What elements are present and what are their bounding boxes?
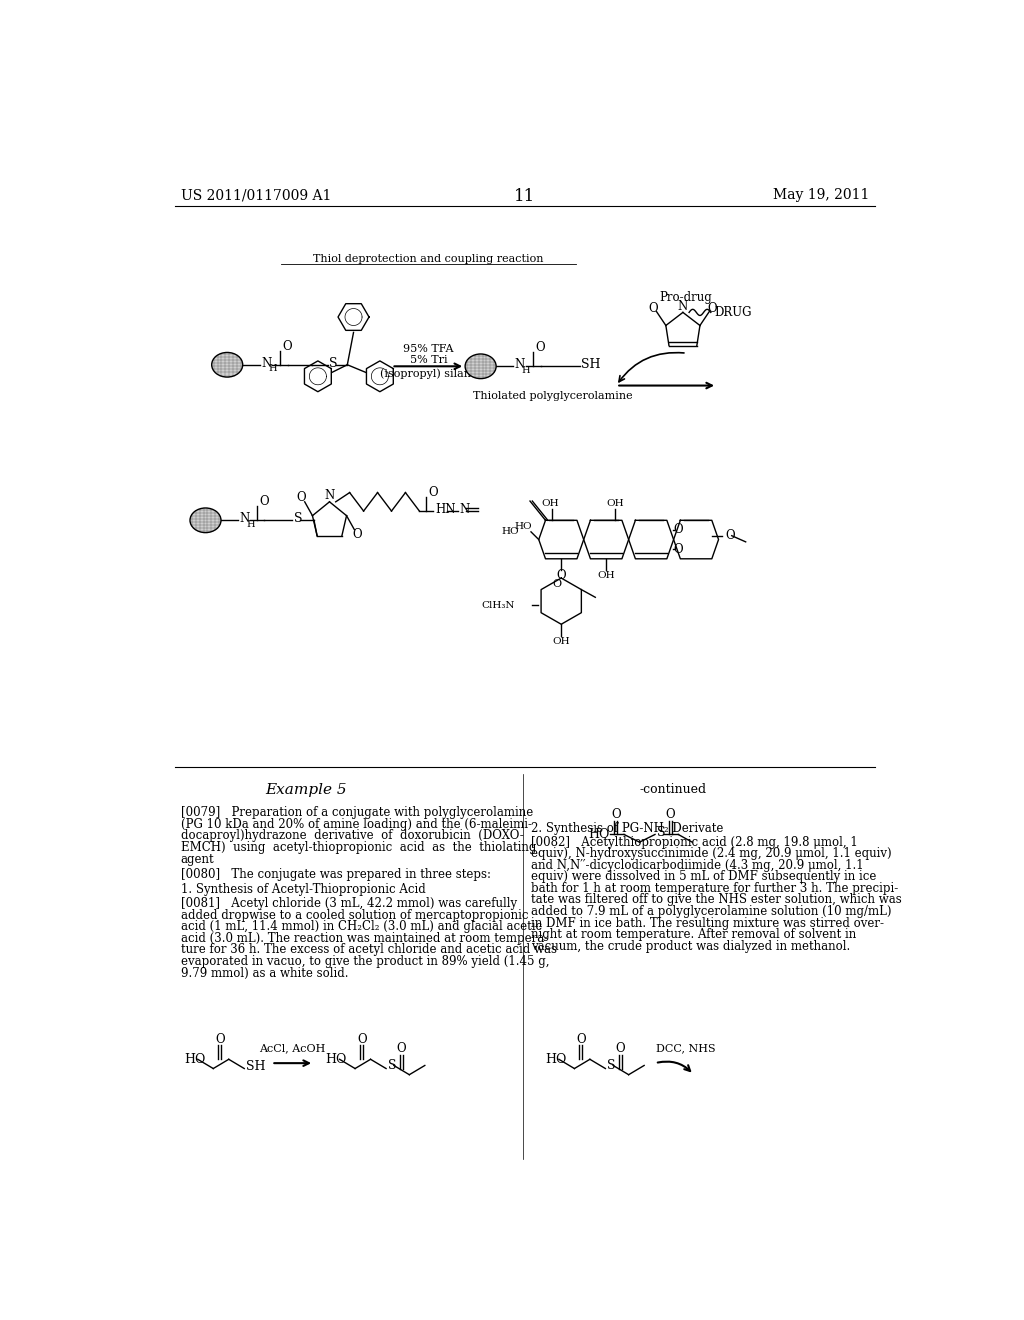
Text: HO: HO bbox=[515, 521, 532, 531]
Text: 5% Tri: 5% Tri bbox=[410, 355, 447, 366]
Text: Pro-drug: Pro-drug bbox=[659, 290, 713, 304]
Text: N: N bbox=[261, 356, 271, 370]
Text: 95% TFA: 95% TFA bbox=[403, 345, 454, 354]
Text: HO: HO bbox=[545, 1053, 566, 1065]
Text: EMCH)  using  acetyl-thiopropionic  acid  as  the  thiolating: EMCH) using acetyl-thiopropionic acid as… bbox=[180, 841, 537, 854]
Text: HO: HO bbox=[183, 1053, 205, 1065]
Text: HO: HO bbox=[326, 1053, 347, 1065]
Text: May 19, 2011: May 19, 2011 bbox=[772, 189, 869, 202]
Text: acid (1 mL, 11.4 mmol) in CH₂Cl₂ (3.0 mL) and glacial acetic: acid (1 mL, 11.4 mmol) in CH₂Cl₂ (3.0 mL… bbox=[180, 920, 542, 933]
Text: ture for 36 h. The excess of acetyl chloride and acetic acid was: ture for 36 h. The excess of acetyl chlo… bbox=[180, 944, 557, 957]
Text: N: N bbox=[515, 358, 525, 371]
Text: agent: agent bbox=[180, 853, 214, 866]
Text: [0080]   The conjugate was prepared in three steps:: [0080] The conjugate was prepared in thr… bbox=[180, 869, 490, 880]
Ellipse shape bbox=[190, 508, 221, 533]
Text: N: N bbox=[325, 490, 335, 502]
Text: in DMF in ice bath. The resulting mixture was stirred over-: in DMF in ice bath. The resulting mixtur… bbox=[531, 916, 884, 929]
Text: N: N bbox=[240, 512, 250, 525]
Text: [0079]   Preparation of a conjugate with polyglycerolamine: [0079] Preparation of a conjugate with p… bbox=[180, 807, 532, 820]
Text: O: O bbox=[536, 342, 545, 354]
Text: S: S bbox=[330, 356, 338, 370]
Text: OH: OH bbox=[552, 636, 570, 645]
Text: AcCl, AcOH: AcCl, AcOH bbox=[259, 1044, 326, 1053]
Text: O: O bbox=[648, 302, 658, 315]
Text: SH: SH bbox=[582, 358, 601, 371]
Text: OH: OH bbox=[597, 572, 615, 581]
Text: HO: HO bbox=[589, 828, 610, 841]
Text: (isopropyl) silane: (isopropyl) silane bbox=[380, 368, 477, 379]
Text: bath for 1 h at room temperature for further 3 h. The precipi-: bath for 1 h at room temperature for fur… bbox=[531, 882, 898, 895]
Text: O: O bbox=[297, 491, 306, 504]
Text: O: O bbox=[357, 1032, 367, 1045]
Ellipse shape bbox=[465, 354, 496, 379]
Text: O: O bbox=[215, 1032, 225, 1045]
Text: tate was filtered off to give the NHS ester solution, which was: tate was filtered off to give the NHS es… bbox=[531, 894, 902, 907]
Text: night at room temperature. After removal of solvent in: night at room temperature. After removal… bbox=[531, 928, 856, 941]
Text: H: H bbox=[268, 364, 276, 374]
Text: equiv), N-hydroxysuccinimide (2.4 mg, 20.9 μmol, 1.1 equiv): equiv), N-hydroxysuccinimide (2.4 mg, 20… bbox=[531, 847, 892, 861]
Text: O: O bbox=[396, 1041, 406, 1055]
Text: HO: HO bbox=[502, 528, 519, 536]
Text: DCC, NHS: DCC, NHS bbox=[656, 1044, 716, 1053]
Text: O: O bbox=[726, 529, 735, 543]
Text: O: O bbox=[429, 486, 438, 499]
Text: evaporated in vacuo, to give the product in 89% yield (1.45 g,: evaporated in vacuo, to give the product… bbox=[180, 954, 549, 968]
Text: added to 7.9 mL of a polyglycerolamine solution (10 mg/mL): added to 7.9 mL of a polyglycerolamine s… bbox=[531, 906, 892, 917]
Text: S: S bbox=[656, 826, 665, 840]
Text: 2. Synthesis of PG-NH₂ Derivate: 2. Synthesis of PG-NH₂ Derivate bbox=[531, 822, 723, 834]
Text: N: N bbox=[678, 300, 688, 313]
Text: -continued: -continued bbox=[640, 783, 707, 796]
Text: HN: HN bbox=[435, 503, 456, 516]
Text: O: O bbox=[259, 495, 268, 508]
Text: O: O bbox=[674, 543, 683, 556]
Text: vacuum, the crude product was dialyzed in methanol.: vacuum, the crude product was dialyzed i… bbox=[531, 940, 850, 953]
Text: S: S bbox=[607, 1059, 615, 1072]
Text: N: N bbox=[460, 503, 470, 516]
Text: H: H bbox=[247, 520, 255, 528]
Text: O: O bbox=[615, 1041, 625, 1055]
Text: O: O bbox=[283, 339, 292, 352]
Text: added dropwise to a cooled solution of mercaptopropionic: added dropwise to a cooled solution of m… bbox=[180, 908, 528, 921]
Text: Thiolated polyglycerolamine: Thiolated polyglycerolamine bbox=[473, 391, 633, 400]
Text: H: H bbox=[521, 366, 530, 375]
Text: US 2011/0117009 A1: US 2011/0117009 A1 bbox=[180, 189, 331, 202]
Text: S: S bbox=[388, 1059, 396, 1072]
Text: DRUG: DRUG bbox=[714, 306, 752, 319]
Text: OH: OH bbox=[542, 499, 559, 508]
Text: O: O bbox=[352, 528, 362, 541]
Text: O: O bbox=[556, 569, 566, 582]
Text: O: O bbox=[708, 302, 717, 315]
Text: O: O bbox=[553, 579, 562, 589]
Text: acid (3.0 mL). The reaction was maintained at room tempera-: acid (3.0 mL). The reaction was maintain… bbox=[180, 932, 548, 945]
Text: Thiol deprotection and coupling reaction: Thiol deprotection and coupling reaction bbox=[313, 253, 544, 264]
Text: 1. Synthesis of Acetyl-Thiopropionic Acid: 1. Synthesis of Acetyl-Thiopropionic Aci… bbox=[180, 883, 425, 896]
Text: docaproyl)hydrazone  derivative  of  doxorubicin  (DOXO-: docaproyl)hydrazone derivative of doxoru… bbox=[180, 829, 523, 842]
Text: O: O bbox=[674, 524, 683, 536]
Text: Example 5: Example 5 bbox=[265, 783, 347, 797]
Text: 9.79 mmol) as a white solid.: 9.79 mmol) as a white solid. bbox=[180, 966, 348, 979]
Text: equiv) were dissolved in 5 mL of DMF subsequently in ice: equiv) were dissolved in 5 mL of DMF sub… bbox=[531, 870, 877, 883]
Text: OH: OH bbox=[606, 499, 624, 508]
Text: O: O bbox=[611, 808, 622, 821]
Text: S: S bbox=[294, 512, 302, 525]
Text: SH: SH bbox=[246, 1060, 265, 1073]
Text: [0082]   Acetylthiopropionic acid (2.8 mg, 19.8 μmol, 1: [0082] Acetylthiopropionic acid (2.8 mg,… bbox=[531, 836, 858, 849]
Text: ClH₃N: ClH₃N bbox=[481, 601, 515, 610]
Text: (PG 10 kDa and 20% of amine loading) and the (6-maleimi-: (PG 10 kDa and 20% of amine loading) and… bbox=[180, 818, 531, 832]
Text: 11: 11 bbox=[514, 189, 536, 206]
Text: [0081]   Acetyl chloride (3 mL, 42.2 mmol) was carefully: [0081] Acetyl chloride (3 mL, 42.2 mmol)… bbox=[180, 898, 517, 911]
Ellipse shape bbox=[212, 352, 243, 378]
Text: and N,N′′-dicyclodicarbodiimide (4.3 mg, 20.9 μmol, 1.1: and N,N′′-dicyclodicarbodiimide (4.3 mg,… bbox=[531, 859, 863, 871]
Text: O: O bbox=[577, 1032, 586, 1045]
Text: O: O bbox=[666, 808, 675, 821]
